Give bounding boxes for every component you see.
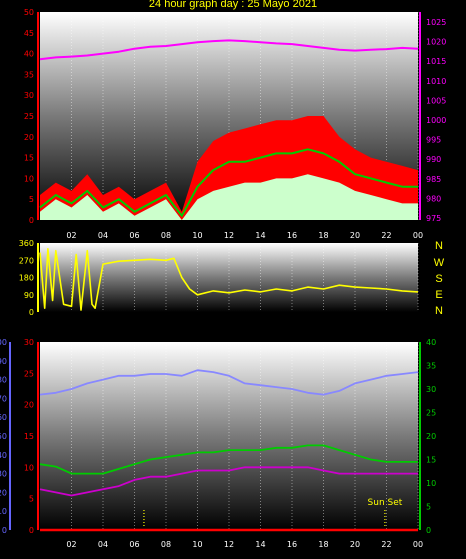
wind-pressure-x-tick-label: 16 [287, 231, 297, 240]
wind-direction-tick-label: 360 [19, 239, 34, 248]
temp-tick-label: 20 [24, 401, 34, 410]
humidity-tick-label: 70 [0, 394, 7, 403]
wind-pressure-left-tick-label: 10 [24, 174, 34, 183]
humidity-tick-label: 100 [0, 338, 7, 347]
wind-direction-line [39, 248, 419, 311]
wind-pressure-right-tick-label: 1010 [426, 77, 446, 86]
wind-pressure-right-tick-label: 995 [426, 136, 441, 145]
temp-tick-label: 25 [24, 369, 34, 378]
temp-in-line [39, 444, 418, 475]
temp-tick-label: 5 [29, 495, 34, 504]
temp-humidity-x-tick-label: 18 [318, 540, 328, 549]
temp-humidity-x-tick-label: 16 [287, 540, 297, 549]
temp-in-tick-label: 5 [426, 503, 431, 512]
wind-pressure-left-tick-label: 50 [24, 8, 34, 17]
temp-tick-label: 0 [29, 526, 34, 535]
wind-speed-area [40, 174, 418, 220]
humidity-tick-label: 10 [0, 507, 7, 516]
temp-humidity-x-tick-label: 14 [255, 540, 265, 549]
page-title: 24 hour graph day : 25 Mayo 2021 [148, 0, 318, 10]
wind-dir-label-s: S [435, 273, 443, 285]
humidity-tick-label: 0 [2, 526, 7, 535]
temp-humidity-x-tick-label: 02 [66, 540, 76, 549]
wind-pressure-right-tick-label: 1000 [426, 116, 446, 125]
temp-in-tick-label: 40 [426, 338, 436, 347]
wind-avg-line [39, 148, 418, 217]
temp-humidity-x-tick-label: 20 [350, 540, 360, 549]
temp-humidity-x-tick-label: 00 [413, 540, 423, 549]
humidity-tick-label: 50 [0, 432, 7, 441]
humidity-tick-label: 90 [0, 357, 7, 366]
sun-marker-label: Sun Set [368, 498, 403, 508]
temp-in-tick-label: 25 [426, 409, 436, 418]
humidity-tick-label: 60 [0, 413, 7, 422]
temp-humidity-x-tick-label: 22 [381, 540, 391, 549]
wind-pressure-right-tick-label: 1020 [426, 38, 446, 47]
wind-pressure-left-tick-label: 15 [24, 154, 34, 163]
wind-pressure-x-tick-label: 10 [192, 231, 202, 240]
wind-pressure-left-tick-label: 45 [24, 29, 34, 38]
temp-in-tick-label: 20 [426, 432, 436, 441]
wind-pressure-x-tick-label: 12 [224, 231, 234, 240]
wind-direction-tick-label: 180 [19, 274, 34, 283]
wind-pressure-x-tick-label: 06 [129, 231, 139, 240]
wind-pressure-left-tick-label: 0 [29, 216, 34, 225]
wind-dir-label-e: E [435, 289, 443, 301]
wind-direction-tick-label: 270 [19, 256, 34, 265]
wind-pressure-left-tick-label: 20 [24, 133, 34, 142]
humidity-tick-label: 40 [0, 451, 7, 460]
wind-pressure-x-tick-label: 14 [255, 231, 265, 240]
temp-in-tick-label: 35 [426, 362, 436, 371]
temp-in-tick-label: 10 [426, 479, 436, 488]
wind-pressure-x-tick-label: 08 [161, 231, 171, 240]
wind-pressure-x-tick-label: 04 [98, 231, 108, 240]
wind-pressure-right-tick-label: 980 [426, 194, 441, 203]
wind-pressure-left-tick-label: 40 [24, 50, 34, 59]
wind-dir-label-n-bottom: N [435, 305, 443, 317]
wind-dir-label-n-top: N [435, 240, 443, 252]
humidity-tick-label: 80 [0, 376, 7, 385]
wind-pressure-right-tick-label: 985 [426, 175, 441, 184]
wind-pressure-right-tick-label: 990 [426, 155, 441, 164]
wind-dir-label-w: W [433, 257, 445, 269]
wind-pressure-right-tick-label: 1025 [426, 18, 446, 27]
temp-humidity-x-tick-label: 12 [224, 540, 234, 549]
wind-pressure-left-tick-label: 35 [24, 70, 34, 79]
wind-pressure-x-tick-label: 18 [318, 231, 328, 240]
temp-in-tick-label: 0 [426, 526, 431, 535]
wind-pressure-x-tick-label: 00 [413, 231, 423, 240]
wind-pressure-right-tick-label: 1005 [426, 96, 446, 105]
wind-pressure-x-tick-label: 22 [381, 231, 391, 240]
temp-tick-label: 10 [24, 463, 34, 472]
humidity-tick-label: 20 [0, 488, 7, 497]
wind-pressure-right-tick-label: 975 [426, 214, 441, 223]
temp-tick-label: 15 [24, 432, 34, 441]
temp-out-line [39, 466, 418, 497]
wind-pressure-left-tick-label: 5 [29, 195, 34, 204]
pressure-line [39, 39, 419, 61]
humidity-line [39, 369, 419, 396]
temp-humidity-x-tick-label: 10 [192, 540, 202, 549]
temp-humidity-x-tick-label: 04 [98, 540, 108, 549]
wind-pressure-x-tick-label: 20 [350, 231, 360, 240]
humidity-tick-label: 30 [0, 470, 7, 479]
temp-humidity-x-tick-label: 08 [161, 540, 171, 549]
wind-direction-tick-label: 0 [29, 308, 34, 317]
temp-in-tick-label: 15 [426, 456, 436, 465]
wind-pressure-left-tick-label: 25 [24, 112, 34, 121]
temp-humidity-x-tick-label: 06 [129, 540, 139, 549]
wind-pressure-x-tick-label: 02 [66, 231, 76, 240]
wind-pressure-right-tick-label: 1015 [426, 57, 446, 66]
wind-direction-tick-label: 90 [24, 291, 34, 300]
wind-pressure-left-tick-label: 30 [24, 91, 34, 100]
temp-tick-label: 30 [24, 338, 34, 347]
temp-in-tick-label: 30 [426, 385, 436, 394]
